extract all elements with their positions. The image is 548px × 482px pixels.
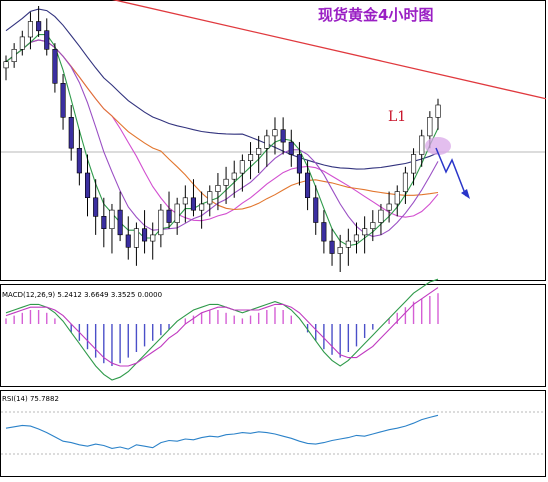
candle-body [85, 172, 91, 199]
candle-body [142, 228, 148, 242]
candle-body [174, 203, 180, 223]
projection-arrow [435, 147, 467, 197]
ma-green-line [5, 34, 439, 247]
candle-body [264, 135, 270, 149]
candle-body [199, 203, 205, 211]
candle-body [410, 154, 417, 174]
candle-body [427, 117, 433, 137]
rsi-line [5, 414, 439, 450]
candle-body [362, 228, 368, 236]
trendline-l1 [111, 0, 547, 100]
candle-body [386, 203, 392, 211]
candle-body [370, 222, 376, 229]
candle-body [150, 234, 156, 242]
candle-body [337, 247, 343, 254]
candle-body [419, 135, 425, 155]
chart-title: 现货黄金4小时图 [318, 6, 433, 24]
candle-body [394, 191, 400, 205]
rsi-pane [0, 390, 546, 477]
candle-body [313, 197, 319, 223]
candle-body [52, 48, 58, 84]
macd-line [5, 278, 439, 381]
candle-body [101, 216, 107, 230]
candle-body [345, 240, 351, 248]
highlight-ellipse [425, 137, 451, 155]
ma-orange-line [5, 39, 439, 211]
candle-body [190, 197, 196, 211]
price-series [3, 0, 547, 272]
rsi-series [5, 414, 439, 450]
candle-body [231, 172, 237, 180]
candle-body [207, 191, 213, 205]
candle-body [19, 36, 25, 50]
macd-series [5, 278, 439, 381]
candle-body [272, 129, 278, 137]
candle-body [288, 141, 294, 155]
rsi-label: RSI(14) 75.7882 [2, 395, 59, 403]
candle-body [76, 148, 82, 174]
candle-body [158, 209, 164, 236]
candle-body [248, 154, 254, 161]
candle-body [329, 240, 335, 254]
macd-label: MACD(12,26,9) 5.2412 3.6649 3.3525 0.000… [2, 291, 162, 299]
macd-signal-line [5, 287, 439, 367]
candle-body [109, 209, 115, 230]
candle-body [93, 197, 99, 217]
candle-body [166, 209, 172, 223]
candle-body [256, 148, 262, 155]
candle-body [239, 160, 245, 174]
candle-body [117, 209, 123, 236]
candle-body [68, 117, 74, 149]
candle-body [3, 61, 9, 69]
candle-body [182, 197, 188, 205]
candle-body [133, 228, 139, 248]
candle-body [402, 172, 409, 192]
candle-body [435, 104, 441, 118]
candle-body [296, 154, 303, 174]
price-pane [0, 0, 546, 281]
candle-body [215, 185, 221, 192]
macd-pane [0, 284, 546, 387]
candle-body [304, 172, 311, 199]
candle-body [44, 30, 50, 50]
candle-body [27, 21, 34, 38]
candle-body [280, 129, 286, 143]
candle-body [11, 48, 17, 62]
candle-body [36, 21, 42, 32]
candle-body [353, 234, 360, 242]
ma-blue-line [5, 8, 439, 170]
candle-body [378, 209, 384, 223]
candle-body [223, 178, 229, 186]
candle-body [60, 83, 66, 118]
candle-body [125, 234, 131, 248]
projection-arrowhead-icon [461, 189, 470, 199]
trendline-label: L1 [388, 109, 406, 125]
candle-body [321, 222, 327, 242]
